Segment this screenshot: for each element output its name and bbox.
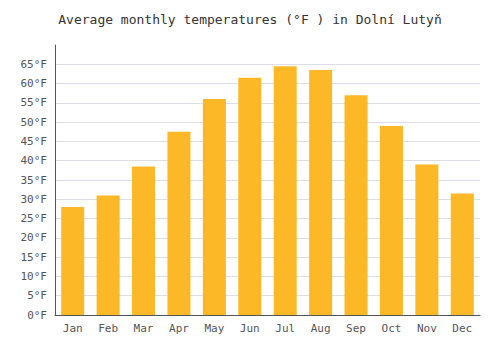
svg-text:10°F: 10°F [21,270,48,283]
svg-text:65°F: 65°F [21,58,48,71]
svg-text:40°F: 40°F [21,154,48,167]
svg-text:Apr: Apr [169,322,189,335]
svg-text:20°F: 20°F [21,231,48,244]
svg-text:Average monthly temperatures (: Average monthly temperatures (°F ) in Do… [58,12,442,27]
svg-text:Oct: Oct [382,322,402,335]
svg-text:Jul: Jul [275,322,295,335]
svg-text:Sep: Sep [346,322,366,335]
svg-text:60°F: 60°F [21,77,48,90]
svg-text:Jan: Jan [63,322,83,335]
svg-text:30°F: 30°F [21,193,48,206]
svg-text:Aug: Aug [311,322,331,335]
svg-text:35°F: 35°F [21,174,48,187]
svg-text:25°F: 25°F [21,212,48,225]
svg-text:May: May [204,322,224,335]
svg-text:55°F: 55°F [21,96,48,109]
svg-text:0°F: 0°F [27,309,47,322]
svg-text:5°F: 5°F [27,289,47,302]
svg-text:50°F: 50°F [21,116,48,129]
svg-text:45°F: 45°F [21,135,48,148]
svg-text:15°F: 15°F [21,251,48,264]
svg-text:Nov: Nov [417,322,437,335]
svg-text:Feb: Feb [98,322,118,335]
svg-text:Jun: Jun [240,322,260,335]
svg-text:Mar: Mar [134,322,154,335]
svg-text:Dec: Dec [452,322,472,335]
